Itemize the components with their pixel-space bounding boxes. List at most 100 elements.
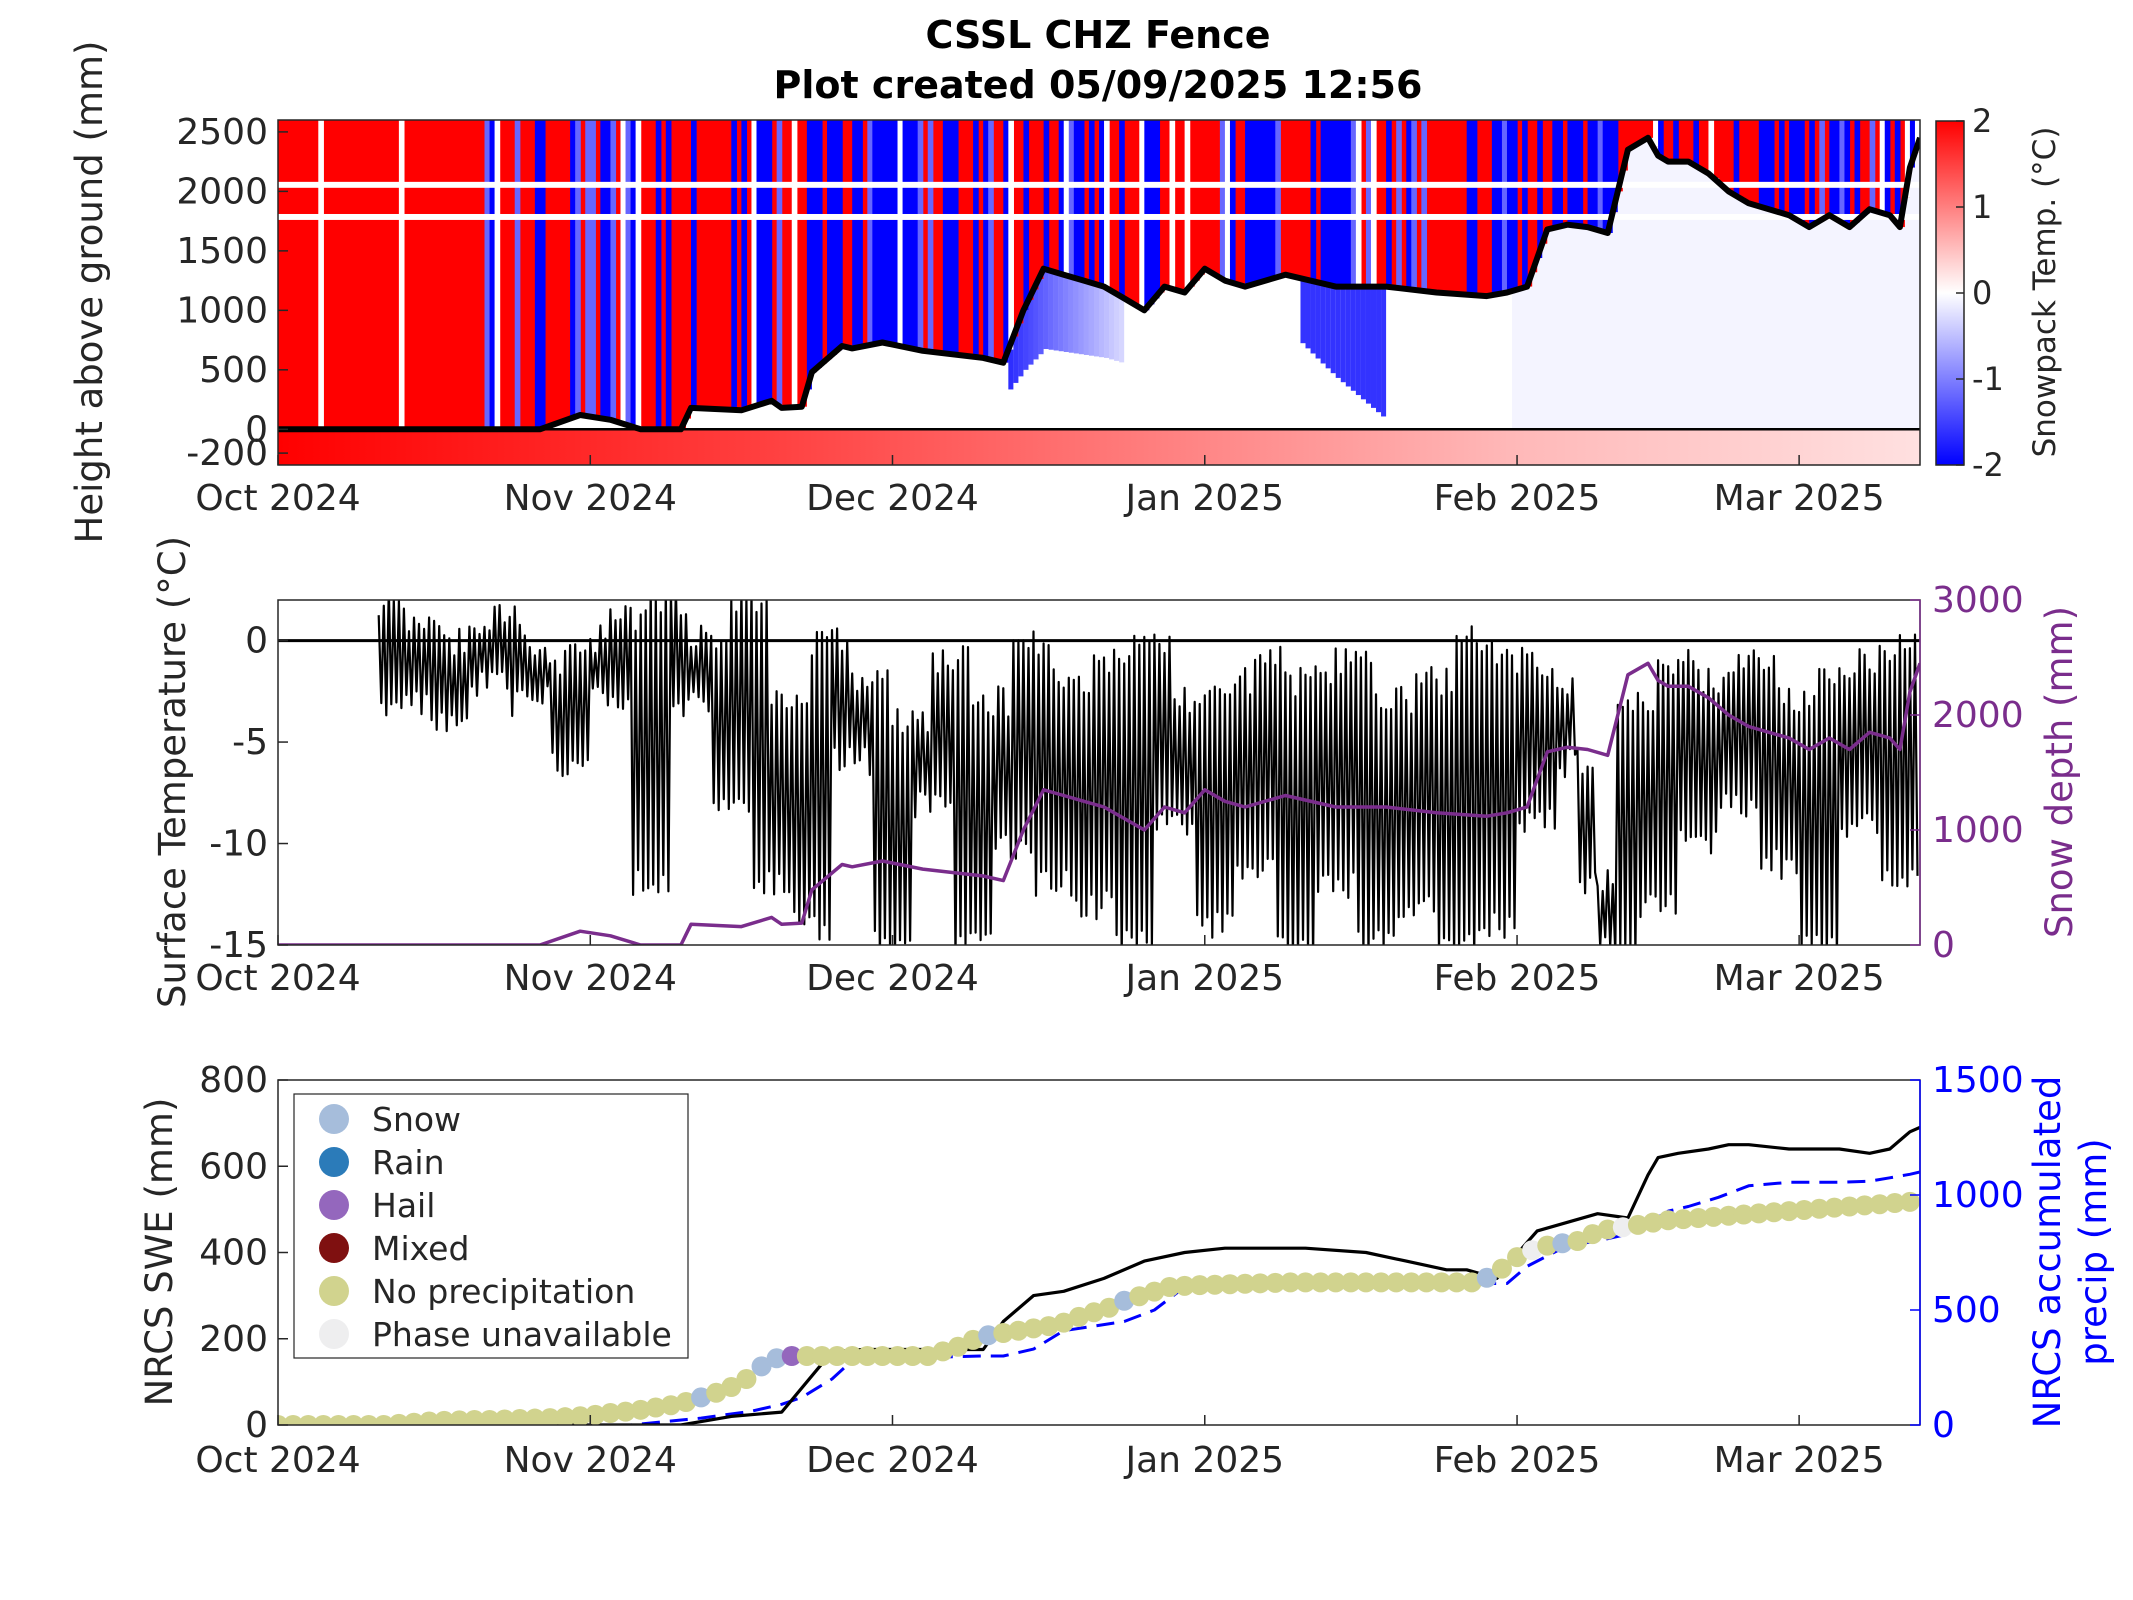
phase-point bbox=[1083, 1302, 1104, 1323]
cold-snowpack bbox=[1119, 295, 1125, 363]
chart-title: CSSL CHZ Fence bbox=[925, 13, 1270, 57]
snowpack-column bbox=[1552, 228, 1558, 430]
temp-stripe bbox=[1224, 120, 1231, 281]
x-tick-label: Mar 2025 bbox=[1714, 478, 1885, 519]
temp-stripe bbox=[1733, 120, 1740, 195]
snowpack-column bbox=[827, 359, 833, 430]
temp-stripe bbox=[1512, 120, 1518, 292]
phase-point bbox=[358, 1415, 379, 1425]
y-tick-label: 800 bbox=[199, 1060, 268, 1101]
snowpack-column bbox=[1305, 279, 1312, 430]
phase-point bbox=[1612, 1217, 1633, 1238]
phase-point bbox=[811, 1346, 832, 1366]
phase-point bbox=[283, 1415, 304, 1425]
temp-stripe bbox=[852, 120, 858, 349]
top-y-ticks: -2000 500 1000 1500 2000 2500 bbox=[176, 112, 288, 474]
snowpack-column bbox=[821, 363, 828, 430]
temp-stripe bbox=[1768, 120, 1775, 210]
temp-stripe bbox=[1275, 120, 1281, 278]
temp-stripe bbox=[1914, 120, 1920, 153]
snowpack-column bbox=[1622, 170, 1629, 430]
snowpack-column bbox=[1773, 210, 1780, 430]
phase-point bbox=[600, 1403, 621, 1424]
temp-stripe bbox=[1255, 120, 1261, 284]
snowpack-column bbox=[1718, 182, 1725, 430]
temp-stripe bbox=[1501, 120, 1508, 294]
phase-point bbox=[1658, 1210, 1679, 1231]
snowpack-column bbox=[1396, 287, 1402, 430]
snowpack-column bbox=[1013, 336, 1020, 430]
temp-stripe bbox=[877, 120, 884, 344]
snowpack-column bbox=[1003, 362, 1009, 430]
cold-snowpack bbox=[1068, 276, 1075, 353]
phase-point bbox=[1839, 1196, 1860, 1217]
snowpack-column bbox=[1642, 140, 1649, 430]
temp-stripe bbox=[318, 120, 324, 430]
phase-point bbox=[313, 1415, 334, 1425]
snowpack-column bbox=[1456, 293, 1463, 430]
snowpack-column bbox=[1159, 292, 1166, 430]
y-tick-label: 0 bbox=[245, 1405, 268, 1446]
snowpack-column bbox=[1834, 218, 1841, 430]
snowpack-column bbox=[1209, 271, 1216, 430]
temp-stripe bbox=[1345, 120, 1352, 287]
phase-point bbox=[1386, 1272, 1407, 1293]
snowpack-column bbox=[1426, 291, 1433, 430]
snowpack-column bbox=[1411, 289, 1417, 430]
snowpack-column bbox=[1789, 215, 1795, 430]
y-tick-label: 1500 bbox=[176, 231, 268, 272]
temp-stripe bbox=[776, 120, 783, 405]
temp-stripe bbox=[816, 120, 823, 368]
temp-stripe bbox=[1809, 120, 1815, 228]
snowpack-column bbox=[1169, 288, 1176, 430]
phase-point bbox=[464, 1409, 485, 1425]
x-tick-label: Dec 2024 bbox=[806, 1440, 979, 1481]
swe-phase-points bbox=[278, 1191, 1920, 1425]
right-y-tick-label: 3000 bbox=[1932, 580, 2024, 621]
snowpack-column bbox=[1799, 221, 1805, 430]
phase-point bbox=[872, 1346, 893, 1366]
x-tick-label: Feb 2025 bbox=[1434, 958, 1601, 999]
snowpack-column bbox=[1537, 258, 1543, 430]
temp-stripe bbox=[1043, 120, 1050, 269]
cold-snowpack bbox=[1355, 286, 1362, 396]
x-tick-label: Dec 2024 bbox=[806, 958, 979, 999]
snowpack-column bbox=[1240, 285, 1246, 430]
phase-point bbox=[328, 1415, 349, 1425]
temp-stripe bbox=[897, 120, 904, 346]
snowpack-column bbox=[1144, 310, 1150, 430]
mid-x-ticks: Oct 2024 Nov 2024 Dec 2024 Jan 2025 Feb 2025… bbox=[195, 935, 1885, 999]
legend-label: Phase unavailable bbox=[372, 1315, 672, 1354]
bottom-x-ticks: Oct 2024 Nov 2024 Dec 2024 Jan 2025 Feb 2025… bbox=[195, 1415, 1885, 1481]
right-y-tick-label: 2000 bbox=[1932, 695, 2024, 736]
phase-point bbox=[751, 1356, 772, 1377]
phase-point bbox=[1219, 1274, 1240, 1295]
phase-point bbox=[947, 1336, 968, 1357]
y-tick-label: 2500 bbox=[176, 112, 268, 153]
temp-stripe bbox=[691, 120, 697, 408]
snowpack-column bbox=[892, 344, 899, 430]
snowpack-column bbox=[1290, 275, 1297, 430]
snowpack-column bbox=[1481, 295, 1488, 430]
snowpack-column bbox=[1436, 292, 1443, 430]
snowpack-column bbox=[1129, 301, 1135, 430]
phase-point bbox=[1325, 1272, 1346, 1293]
snowpack-column bbox=[1083, 280, 1090, 430]
temp-stripe bbox=[1653, 120, 1659, 147]
snowpack-column bbox=[1446, 293, 1453, 430]
snowpack-column bbox=[726, 409, 732, 430]
x-tick-label: Jan 2025 bbox=[1123, 958, 1284, 999]
temp-stripe bbox=[1612, 120, 1619, 213]
snowpack-column bbox=[1653, 146, 1659, 430]
snowpack-column bbox=[1199, 274, 1206, 430]
snowpack-column bbox=[1632, 146, 1639, 430]
snowpack-column bbox=[1255, 283, 1261, 430]
temp-stripe bbox=[1763, 120, 1770, 208]
temp-stripe bbox=[1119, 120, 1125, 296]
phase-point bbox=[857, 1346, 878, 1366]
snowpack-column bbox=[882, 342, 889, 430]
snowpack-column bbox=[595, 417, 601, 430]
temp-stripe bbox=[892, 120, 899, 345]
legend-label: Rain bbox=[372, 1143, 445, 1182]
